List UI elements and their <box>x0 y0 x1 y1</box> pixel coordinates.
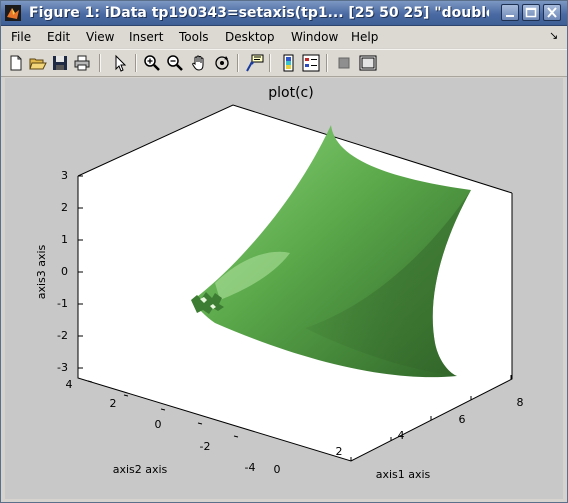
menu-window[interactable]: Window <box>291 30 339 44</box>
surface-shadow <box>305 190 471 376</box>
rotate-3d-icon[interactable] <box>213 54 231 72</box>
menu-bar: File Edit View Insert Tools Desktop Wind… <box>1 26 567 48</box>
y-tick-label: 0 <box>155 418 162 431</box>
z-ticks <box>78 175 83 369</box>
maximize-button[interactable] <box>522 4 540 21</box>
figure-canvas[interactable]: plot(c) 3 2 1 0 -1 -2 -3 axis3 axis 4 2 … <box>5 78 563 499</box>
matlab-logo-icon <box>5 5 21 21</box>
window-title: Figure 1: iData tp190343=setaxis(tp1... … <box>29 5 489 21</box>
x-axis-label: axis1 axis <box>376 468 431 481</box>
zoom-in-icon[interactable] <box>143 54 161 72</box>
x-tick-label: 0 <box>274 463 281 476</box>
z-tick-label: 3 <box>61 169 68 182</box>
close-icon <box>547 7 557 18</box>
surface-highlight <box>215 251 290 300</box>
toolbar-separator <box>237 54 239 72</box>
menu-file[interactable]: File <box>11 30 32 44</box>
plot-3d-axes[interactable]: plot(c) 3 2 1 0 -1 -2 -3 axis3 axis 4 2 … <box>5 78 563 499</box>
pan-hand-icon[interactable] <box>190 54 208 72</box>
menu-help[interactable]: Help <box>351 30 379 44</box>
colorbar-icon[interactable] <box>280 54 298 72</box>
x-tick-label: 4 <box>398 429 405 442</box>
y-tick-label: -2 <box>200 440 211 453</box>
menu-edit[interactable]: Edit <box>47 30 71 44</box>
z-tick-label: -1 <box>57 297 68 310</box>
edit-plot-arrow-icon[interactable] <box>111 54 129 72</box>
plot-title: plot(c) <box>268 85 313 101</box>
menu-insert[interactable]: Insert <box>129 30 164 44</box>
zoom-out-icon[interactable] <box>166 54 184 72</box>
minimize-button[interactable] <box>501 4 519 21</box>
print-icon[interactable] <box>73 54 91 72</box>
close-button[interactable] <box>543 4 561 21</box>
title-bar[interactable]: Figure 1: iData tp190343=setaxis(tp1... … <box>1 1 567 26</box>
save-icon[interactable] <box>51 54 69 72</box>
data-cursor-icon[interactable] <box>246 54 264 72</box>
surface-spot <box>200 297 216 309</box>
z-tick-label: 0 <box>61 265 68 278</box>
z-axis-label: axis3 axis <box>35 244 48 299</box>
menu-tools[interactable]: Tools <box>179 30 209 44</box>
minimize-icon <box>506 15 514 17</box>
z-tick-label: -2 <box>57 329 68 342</box>
x-tick-label: 2 <box>336 445 343 458</box>
z-tick-label: -3 <box>57 361 68 374</box>
menu-view[interactable]: View <box>86 30 115 44</box>
y-ticks <box>87 380 239 438</box>
dock-arrow-icon[interactable]: ↘ <box>549 29 559 42</box>
maximize-icon <box>525 7 537 18</box>
y-tick-label: 4 <box>66 378 73 391</box>
y-axis-label: axis2 axis <box>113 463 168 476</box>
surface <box>191 125 471 378</box>
toolbar-separator <box>135 54 137 72</box>
show-plot-tools-icon[interactable] <box>359 54 377 72</box>
new-figure-icon[interactable] <box>7 54 25 72</box>
hide-plot-tools-icon[interactable] <box>335 54 353 72</box>
x-tick-label: 8 <box>517 396 524 409</box>
figure-toolbar <box>1 49 567 77</box>
toolbar-separator <box>326 54 328 72</box>
legend-icon[interactable] <box>302 54 320 72</box>
toolbar-separator <box>269 54 271 72</box>
open-file-icon[interactable] <box>29 54 47 72</box>
y-tick-label: 2 <box>110 397 117 410</box>
z-tick-label: 2 <box>61 201 68 214</box>
menu-desktop[interactable]: Desktop <box>225 30 275 44</box>
surface-noise <box>191 292 224 314</box>
toolbar-separator <box>99 54 101 72</box>
y-tick-label: -4 <box>245 461 256 474</box>
x-ticks <box>350 375 512 461</box>
z-tick-label: 1 <box>61 233 68 246</box>
x-tick-label: 6 <box>459 413 466 426</box>
